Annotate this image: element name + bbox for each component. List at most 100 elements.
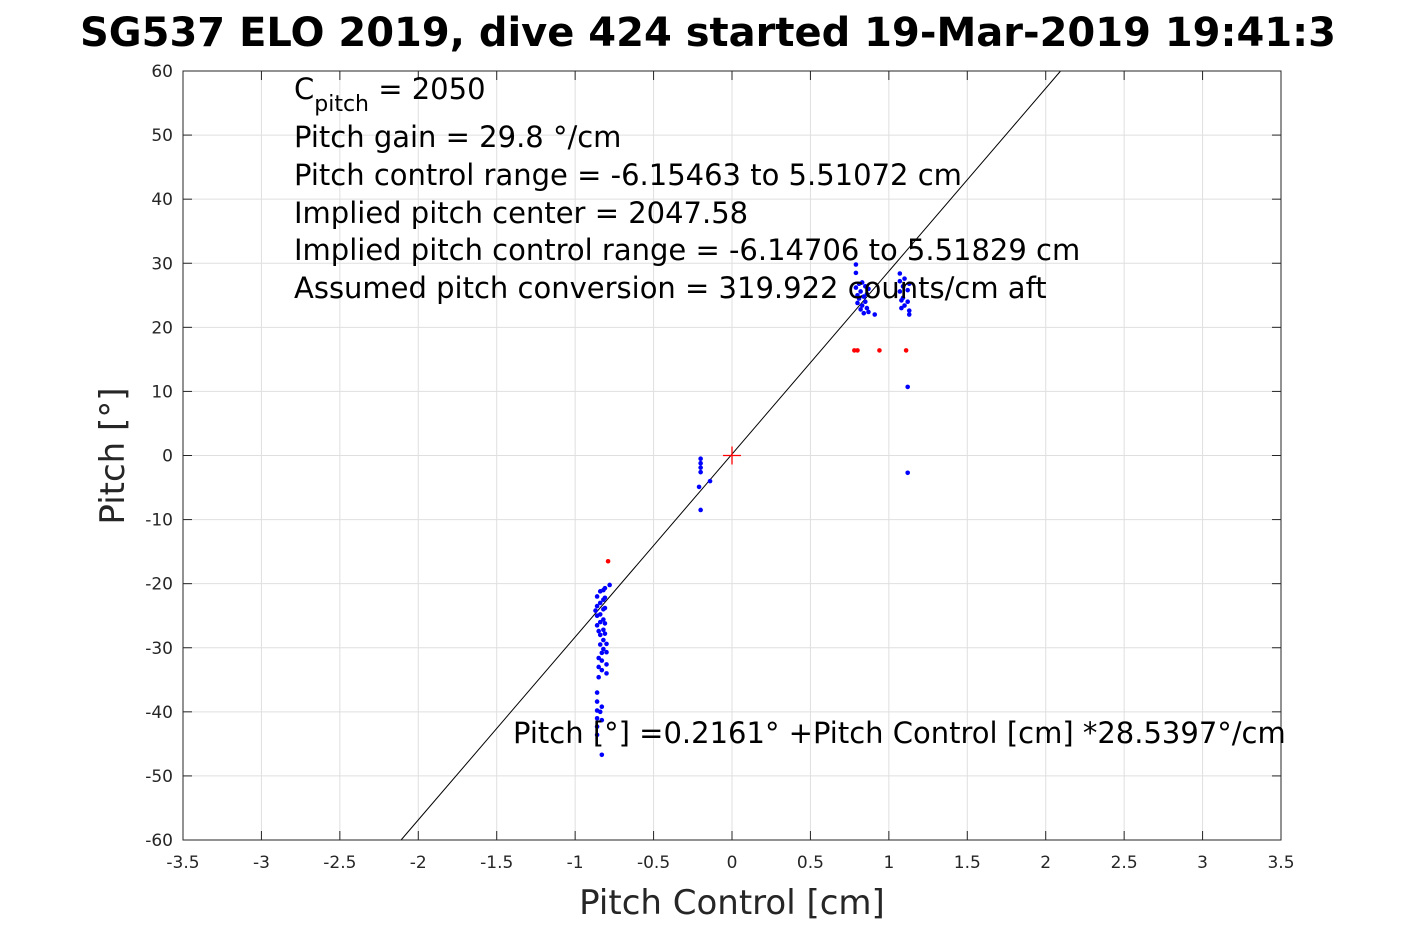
data-point <box>593 608 598 613</box>
data-point <box>597 612 603 617</box>
data-point <box>853 285 859 290</box>
annotation-pitch-control-range: Pitch control range = -6.15463 to 5.5107… <box>294 158 962 192</box>
data-point <box>698 456 703 462</box>
data-point <box>604 641 609 647</box>
y-tick-label: -60 <box>145 831 173 851</box>
data-point <box>906 281 912 287</box>
data-point <box>597 619 603 625</box>
center-marker-layer <box>723 446 741 465</box>
data-point <box>602 595 608 601</box>
x-tick-label: 0 <box>727 853 738 873</box>
data-point <box>903 348 909 353</box>
y-axis-label: Pitch [°] <box>93 387 133 524</box>
x-tick-label: -0.5 <box>637 853 670 873</box>
data-point <box>877 348 882 353</box>
data-point <box>853 262 859 267</box>
data-point <box>599 650 605 656</box>
x-tick-label: -3 <box>253 853 270 873</box>
data-point <box>864 305 870 311</box>
data-points <box>593 262 912 758</box>
x-tick-label: -3.5 <box>166 853 199 873</box>
data-point <box>594 732 600 738</box>
data-point <box>905 470 910 476</box>
data-point <box>599 667 605 673</box>
y-tick-label: 0 <box>162 447 173 467</box>
x-tick-label: 2 <box>1040 853 1051 873</box>
x-tick-label: 3 <box>1197 853 1208 873</box>
data-point <box>607 582 612 588</box>
y-tick-label: -30 <box>145 639 173 659</box>
x-tick-label: 1.5 <box>954 853 981 873</box>
y-tick-label: 50 <box>151 126 173 146</box>
data-point <box>602 621 608 626</box>
fit-equation-label: Pitch [°] =0.2161° +Pitch Control [cm] *… <box>513 716 1286 750</box>
x-axis-label: Pitch Control [cm] <box>579 883 885 923</box>
annotation-c-pitch: Cpitch = 2050 <box>294 72 486 117</box>
data-point <box>604 649 609 655</box>
data-point <box>594 724 600 729</box>
data-point <box>902 303 907 308</box>
data-point <box>698 465 703 470</box>
data-point <box>853 270 859 276</box>
data-point <box>861 310 867 316</box>
series-0 <box>593 262 912 758</box>
c-pitch-value: = 2050 <box>369 72 486 106</box>
data-point <box>905 287 910 293</box>
y-tick-label: -20 <box>145 575 173 595</box>
axis-ticks: -3.5 -3 -2.5 -2 -1.5 -1 -0.5 0 0.5 1 1.5 2 2.5 3 3.5 -6… <box>145 62 1294 873</box>
y-tick-label: 20 <box>151 318 173 338</box>
data-point <box>596 628 601 634</box>
x-tick-label: 1 <box>883 853 894 873</box>
data-point <box>905 384 910 390</box>
data-point <box>602 631 608 636</box>
annotation-pitch-gain: Pitch gain = 29.8 °/cm <box>294 120 621 154</box>
data-point <box>599 717 605 723</box>
data-point <box>594 715 600 721</box>
data-point <box>601 646 606 652</box>
data-point <box>698 469 703 475</box>
y-tick-label: 10 <box>151 382 173 402</box>
data-point <box>599 752 605 758</box>
c-pitch-symbol: C <box>294 72 314 106</box>
data-point <box>856 296 862 301</box>
annotation-implied-control-range: Implied pitch control range = -6.14706 t… <box>294 233 1080 267</box>
data-point <box>864 291 870 297</box>
data-point <box>897 289 903 294</box>
data-point <box>597 600 603 606</box>
data-point <box>897 271 903 276</box>
y-tick-label: -50 <box>145 767 173 787</box>
data-point <box>902 276 907 281</box>
data-point <box>861 294 867 299</box>
data-point <box>863 299 868 305</box>
data-point <box>906 308 912 313</box>
data-point <box>594 690 600 695</box>
data-point <box>594 603 600 609</box>
data-point <box>897 278 903 284</box>
data-point <box>866 309 871 315</box>
data-point <box>905 299 910 305</box>
data-point <box>872 312 878 317</box>
chart-title: SG537 ELO 2019, dive 424 started 19-Mar-… <box>80 10 1336 56</box>
data-point <box>906 312 912 317</box>
x-tick-label: 2.5 <box>1111 853 1138 873</box>
y-tick-label: 30 <box>151 254 173 274</box>
data-point <box>858 289 863 294</box>
y-tick-label: 40 <box>151 190 173 210</box>
annotation-pitch-conversion: Assumed pitch conversion = 319.922 count… <box>294 271 1047 305</box>
data-point <box>855 348 860 353</box>
data-point <box>863 284 868 289</box>
data-point <box>596 674 601 680</box>
y-tick-label: -40 <box>145 703 173 723</box>
data-point <box>900 295 906 301</box>
data-point <box>707 478 713 484</box>
data-point <box>604 662 609 667</box>
annotation-implied-pitch-center: Implied pitch center = 2047.58 <box>294 196 748 230</box>
data-point <box>599 658 605 663</box>
data-point <box>596 664 601 670</box>
data-point <box>602 585 608 591</box>
data-point <box>601 617 606 622</box>
data-point <box>601 637 606 643</box>
data-point <box>599 704 605 710</box>
data-point <box>597 709 603 715</box>
